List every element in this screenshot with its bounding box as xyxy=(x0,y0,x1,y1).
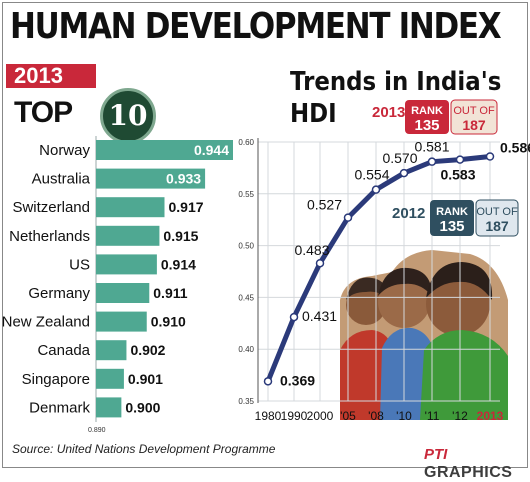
children-photo xyxy=(340,250,508,420)
line-point xyxy=(455,155,465,164)
graphics-credit: PTI GRAPHICS xyxy=(424,446,530,482)
bar xyxy=(96,254,157,275)
bar xyxy=(96,311,147,332)
year-badge: 2013 xyxy=(6,64,96,88)
line-point xyxy=(485,152,495,161)
x-tick-label: 2000 xyxy=(307,409,334,423)
trend-title-line2: HDI xyxy=(290,99,337,129)
x-tick-label: 1990 xyxy=(281,409,308,423)
india-hdi-line-chart: 0.35 0.40 0.45 0.50 0.55 0.60 0.369 0.431 0.483 0… xyxy=(238,138,530,423)
y-tick-label: 0.50 xyxy=(238,242,254,251)
bar-value-label: 0.911 xyxy=(153,285,187,301)
hdi-charts: Norway 0.944 Australia 0.933 Switzerland 0.91… xyxy=(2,99,530,434)
line-point xyxy=(427,157,437,166)
y-tick-label: 0.40 xyxy=(238,345,254,354)
bar-value-label: 0.910 xyxy=(151,314,186,330)
line-point xyxy=(371,185,381,194)
x-tick-label: '08 xyxy=(368,409,384,423)
rank-2012-word: RANK xyxy=(436,206,468,218)
line-value-label: 0.586 xyxy=(500,140,530,156)
bar xyxy=(96,140,233,160)
bar-category-label: New Zealand xyxy=(2,314,90,331)
line-point xyxy=(343,213,353,222)
rank-2013-outof-box xyxy=(450,99,498,135)
bar-value-label: 0.902 xyxy=(130,342,165,358)
y-tick-label: 0.35 xyxy=(238,397,254,406)
line-point xyxy=(263,377,273,386)
bar-value-label: 0.901 xyxy=(128,371,163,387)
rank-2013-box xyxy=(405,100,449,134)
bar xyxy=(96,397,122,418)
rank-2012-outof-box xyxy=(475,199,519,237)
line-value-label: 0.583 xyxy=(440,167,475,183)
pti-logo: PTI xyxy=(424,446,448,463)
bar-value-label: 0.914 xyxy=(161,256,196,272)
bar xyxy=(96,340,127,361)
bar xyxy=(96,168,206,189)
graphics-label: GRAPHICS xyxy=(424,464,513,481)
line-value-label: 0.369 xyxy=(280,372,315,388)
bar-value-label: 0.917 xyxy=(169,199,204,215)
bar xyxy=(96,283,150,303)
bar-category-label: Australia xyxy=(32,171,91,188)
bar xyxy=(96,197,165,218)
bar-category-label: Germany xyxy=(28,285,90,302)
source-note: Source: United Nations Development Progr… xyxy=(12,442,276,456)
line-point xyxy=(399,168,409,178)
x-tick-label: '10 xyxy=(396,409,412,423)
rank-2012-outof-word: OUT OF xyxy=(476,206,518,218)
rank-2012-outof-value: 187 xyxy=(485,218,509,234)
bar-value-label: 0.944 xyxy=(194,142,229,158)
line-point xyxy=(315,258,325,268)
x-tick-label: 2013 xyxy=(477,409,504,423)
rank-2013-value: 135 xyxy=(414,117,439,134)
bar-value-label: 0.900 xyxy=(125,399,160,415)
x-tick-label: '12 xyxy=(452,409,468,423)
rank-2013-callout: 2013 RANK 135 OUT OF 187 xyxy=(372,99,498,135)
line-value-label: 0.483 xyxy=(294,242,329,258)
bar-axis-min-label: 0.890 xyxy=(88,427,106,434)
line-value-label: 0.570 xyxy=(382,150,417,166)
line-value-label: 0.431 xyxy=(302,308,337,324)
bar-value-label: 0.933 xyxy=(166,171,201,187)
y-tick-label: 0.55 xyxy=(238,190,254,199)
trend-title: Trends in India's HDI xyxy=(290,66,501,130)
bar xyxy=(96,368,124,389)
line-point xyxy=(289,312,299,322)
rank-2012-box xyxy=(430,200,474,236)
x-tick-label: '05 xyxy=(340,409,356,423)
bar-category-label: US xyxy=(69,256,90,273)
rank-2013-outof-value: 187 xyxy=(462,117,486,133)
page-title: HUMAN DEVELOPMENT INDEX xyxy=(10,6,502,47)
rank-2013-outof-word: OUT OF xyxy=(453,105,495,117)
line-value-label: 0.581 xyxy=(414,139,449,155)
y-tick-label: 0.45 xyxy=(238,293,254,302)
bar-category-label: Netherlands xyxy=(9,228,90,245)
bar xyxy=(96,225,160,246)
line-value-label: 0.554 xyxy=(354,167,389,183)
top-label: TOP xyxy=(14,96,73,129)
line-value-label: 0.527 xyxy=(307,197,342,213)
bar-category-label: Singapore xyxy=(22,371,90,388)
rank-2013-year: 2013 xyxy=(372,104,405,121)
rank-2012-year: 2012 xyxy=(392,205,425,222)
bar-category-label: Denmark xyxy=(29,399,90,416)
bar-value-label: 0.915 xyxy=(163,228,198,244)
trend-title-line1: Trends in India's xyxy=(290,67,502,97)
top10-bar-chart: Norway 0.944 Australia 0.933 Switzerland 0.91… xyxy=(2,136,233,434)
bar-category-label: Switzerland xyxy=(12,199,90,216)
rank-2012-callout: 2012 RANK 135 OUT OF 187 xyxy=(392,199,519,237)
y-tick-label: 0.60 xyxy=(238,138,254,147)
x-tick-label: '11 xyxy=(425,409,440,423)
x-tick-label: 1980 xyxy=(255,409,282,423)
rank-2012-value: 135 xyxy=(439,218,464,235)
bar-category-label: Norway xyxy=(39,142,90,159)
rank-2013-word: RANK xyxy=(411,105,443,117)
bar-category-label: Canada xyxy=(37,342,90,359)
